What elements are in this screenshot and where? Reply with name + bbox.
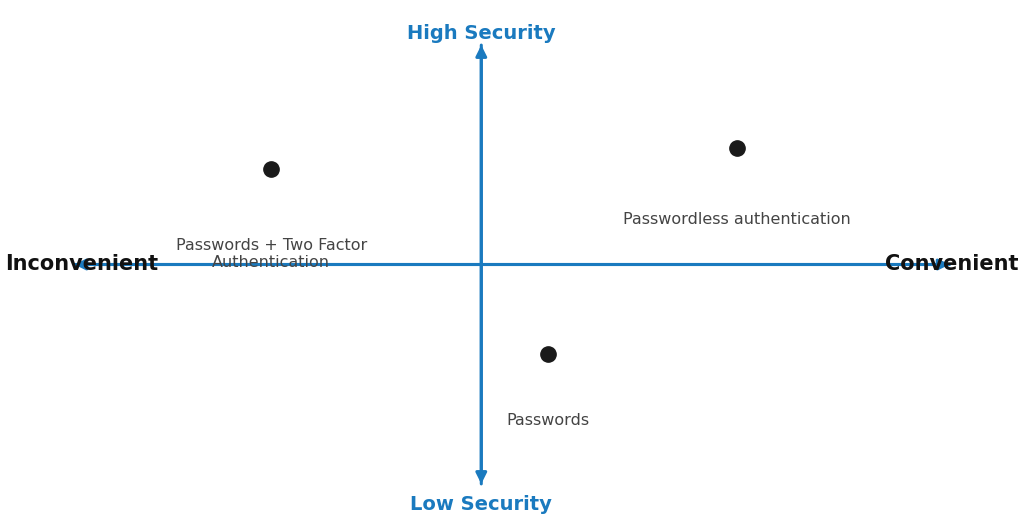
Text: Low Security: Low Security: [411, 495, 552, 514]
Text: Inconvenient: Inconvenient: [5, 254, 159, 275]
Text: High Security: High Security: [407, 24, 556, 43]
Text: Passwordless authentication: Passwordless authentication: [624, 212, 851, 226]
Text: Passwords + Two Factor
Authentication: Passwords + Two Factor Authentication: [176, 238, 367, 270]
Text: Passwords: Passwords: [506, 413, 590, 427]
Text: Convenient: Convenient: [886, 254, 1019, 275]
